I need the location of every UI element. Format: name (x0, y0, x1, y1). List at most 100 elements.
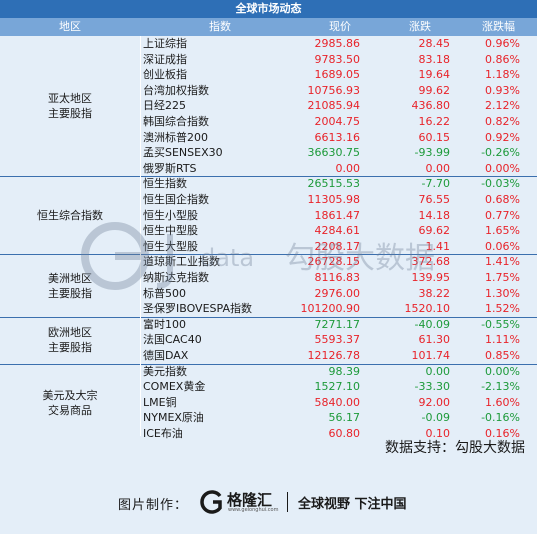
pct-value: 0.68% (485, 193, 520, 206)
group-separator (0, 316, 537, 318)
price-value: 21085.94 (307, 99, 361, 113)
pct-value: 1.60% (485, 395, 520, 409)
index-name: 恒生小型股 (143, 208, 198, 222)
change-value: -33.30 (414, 380, 450, 394)
pct-value: 0.06% (485, 239, 520, 253)
index-name: 标普500 (143, 286, 186, 300)
index-name: ICE布油 (143, 427, 183, 440)
change-value: 1520.10 (404, 302, 451, 316)
table-row: 台湾加权指数 10756.93 99.62 0.93% (0, 83, 537, 99)
region-label: 美洲地区 主要股指 (48, 271, 92, 300)
index-name: 上证综指 (143, 37, 187, 50)
change-value: 83.18 (418, 52, 451, 66)
index-name: 澳洲标普200 (143, 130, 208, 144)
pct-value: -0.55% (481, 317, 520, 331)
table-row: 创业板指 1689.05 19.64 1.18% (0, 67, 537, 83)
pct-value: 0.00% (485, 161, 520, 175)
change-value: 0.00 (425, 161, 451, 175)
page-title: 全球市场动态 (0, 0, 537, 18)
table-row: 圣保罗IBOVESPA指数 101200.90 1520.10 1.52% (0, 301, 537, 317)
pct-value: 0.96% (485, 37, 520, 50)
pct-value: 1.30% (485, 286, 520, 300)
pct-value: 1.18% (485, 68, 520, 82)
market-table: 亚太地区 主要股指 上证综指 2985.86 28.45 0.96% 深证成指 9783.5… (0, 36, 537, 440)
table-row: 日经225 21085.94 436.80 2.12% (0, 98, 537, 114)
table-row: NYMEX原油 56.17 -0.09 -0.16% (0, 410, 537, 426)
pct-value: 1.65% (485, 224, 520, 238)
pct-value: -2.13% (481, 380, 520, 394)
price-value: 26515.53 (307, 177, 361, 191)
change-value: 69.62 (418, 224, 451, 238)
made-by-label: 图片制作： (118, 498, 189, 513)
pct-value: 1.41% (485, 255, 520, 269)
pct-value: 1.11% (485, 333, 520, 347)
pct-value: -0.26% (481, 146, 520, 160)
index-name: 法国CAC40 (143, 333, 202, 347)
price-value: 1861.47 (314, 208, 361, 222)
header-region: 地区 (59, 20, 81, 33)
pct-value: -0.03% (481, 177, 520, 191)
price-value: 2985.86 (314, 37, 361, 50)
price-value: 9783.50 (314, 52, 361, 66)
pct-value: -0.16% (481, 411, 520, 425)
index-name: NYMEX原油 (143, 411, 204, 425)
price-value: 6613.16 (314, 130, 361, 144)
column-header-row: 地区 指数 现价 涨跌 涨跌幅 (0, 18, 537, 36)
price-value: 1527.10 (314, 380, 361, 394)
change-value: 14.18 (418, 208, 451, 222)
group-separator (0, 363, 537, 365)
change-value: -93.99 (414, 146, 450, 160)
change-value: 19.64 (418, 68, 451, 82)
price-value: 2976.00 (314, 286, 361, 300)
price-value: 56.17 (328, 411, 361, 425)
index-name: 恒生大型股 (143, 239, 198, 253)
index-name: 恒生中型股 (143, 224, 198, 238)
brand-name: 格隆汇 (227, 491, 273, 509)
table-row: 上证综指 2985.86 28.45 0.96% (0, 36, 537, 52)
index-name: 创业板指 (143, 68, 187, 82)
table-row: COMEX黄金 1527.10 -33.30 -2.13% (0, 379, 537, 395)
brand-logo-icon (200, 490, 222, 514)
price-value: 60.80 (328, 427, 361, 440)
change-value: 436.80 (411, 99, 451, 113)
price-value: 2004.75 (314, 115, 361, 128)
index-name: 孟买SENSEX30 (143, 146, 223, 160)
index-name: 圣保罗IBOVESPA指数 (143, 302, 252, 316)
pct-value: 0.77% (485, 208, 520, 222)
header-index: 指数 (209, 20, 231, 33)
table-row: 恒生小型股 1861.47 14.18 0.77% (0, 208, 537, 224)
pct-value: 0.16% (485, 427, 520, 440)
change-value: -7.70 (421, 177, 450, 191)
pct-value: 0.85% (485, 349, 520, 362)
header-change: 涨跌 (409, 20, 431, 33)
change-value: 0.10 (425, 427, 451, 440)
table-row: 俄罗斯RTS 0.00 0.00 0.00% (0, 161, 537, 177)
pct-value: 0.00% (485, 364, 520, 378)
pct-value: 0.93% (485, 83, 520, 97)
footer-divider (287, 492, 288, 512)
index-name: 韩国综合指数 (143, 115, 209, 128)
price-value: 7271.17 (314, 317, 361, 331)
table-row: 法国CAC40 5593.37 61.30 1.11% (0, 332, 537, 348)
price-value: 5593.37 (314, 333, 361, 347)
price-value: 12126.78 (307, 349, 361, 362)
change-value: 61.30 (418, 333, 451, 347)
data-source: 数据支持：勾股大数据 (385, 440, 525, 456)
header-pct: 涨跌幅 (482, 20, 515, 33)
table-row: 纳斯达克指数 8116.83 139.95 1.75% (0, 270, 537, 286)
index-name: 富时100 (143, 317, 186, 331)
price-value: 36630.75 (307, 146, 361, 160)
table-row: ICE布油 60.80 0.10 0.16% (0, 426, 537, 442)
pct-value: 0.92% (485, 130, 520, 144)
price-value: 2208.17 (314, 239, 361, 253)
table-row: 恒生国企指数 11305.98 76.55 0.68% (0, 192, 537, 208)
price-value: 4284.61 (314, 224, 361, 238)
change-value: 60.15 (418, 130, 451, 144)
table-row: 富时100 7271.17 -40.09 -0.55% (0, 317, 537, 333)
brand-url: www.gelonghui.com (228, 507, 279, 513)
change-value: 372.68 (411, 255, 451, 269)
slogan: 全球视野 下注中国 (298, 497, 407, 512)
index-name: 台湾加权指数 (143, 83, 209, 97)
table-row: 恒生大型股 2208.17 1.41 0.06% (0, 239, 537, 255)
pct-value: 1.75% (485, 271, 520, 284)
